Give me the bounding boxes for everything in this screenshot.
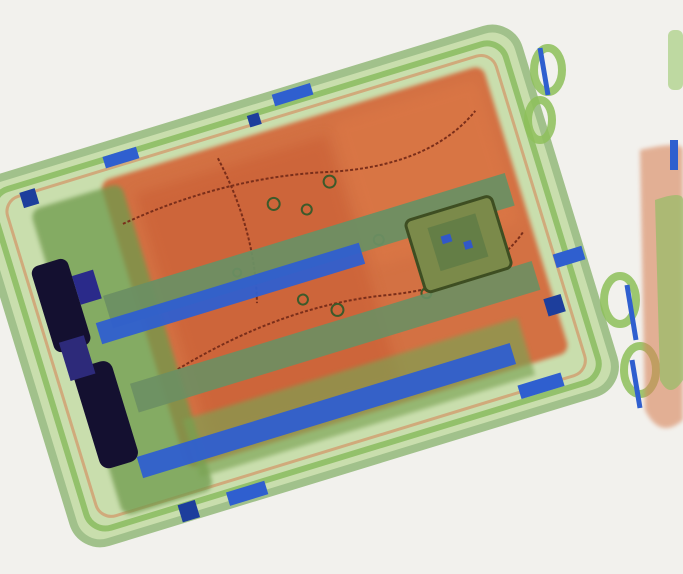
adjacent-object [640, 30, 683, 428]
metal-rail-lower [136, 343, 517, 479]
handle-dense-metal [31, 258, 138, 469]
metal-rail-upper [95, 242, 366, 345]
suitcase [0, 24, 619, 548]
